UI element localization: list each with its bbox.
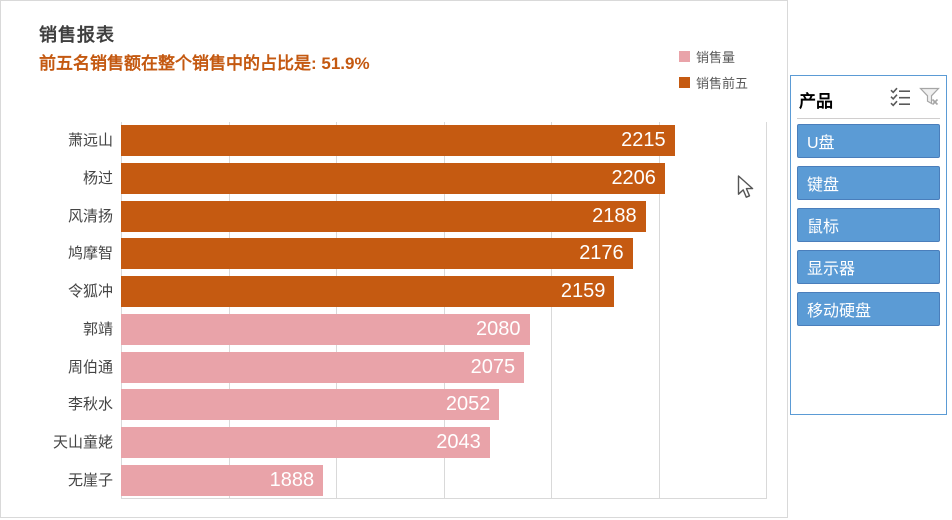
bar-销售前五: 2176: [121, 238, 633, 270]
bar-销售量: 2075: [121, 351, 525, 383]
legend-item: 销售量: [679, 43, 748, 69]
bar-销售前五: 2206: [121, 163, 665, 195]
category-label: 天山童姥: [52, 433, 113, 451]
bar-value-label: 2052: [445, 393, 491, 416]
bar-chart-plot-area: 萧远山 2215 杨过 2206 风清扬 2188 鸠摩智 2176 令狐冲 2159 郭靖 2080…: [53, 122, 767, 499]
slicer-title: 产品: [799, 91, 833, 111]
bar-value-label: 2215: [621, 129, 666, 152]
gridline: [228, 122, 230, 499]
bar-value-label: 2080: [476, 317, 521, 340]
category-label: 无崖子: [67, 471, 113, 489]
category-label: 周伯通: [67, 358, 113, 376]
legend-label: 销售前五: [696, 75, 749, 91]
category-label: 风清扬: [67, 207, 113, 225]
gridline: [443, 122, 445, 499]
slicer-item-button[interactable]: 显示器: [797, 250, 940, 284]
category-label: 令狐冲: [67, 283, 113, 301]
legend-item: 销售前五: [679, 69, 748, 95]
category-label: 杨过: [82, 170, 113, 188]
bar-销售量: 2080: [121, 313, 530, 345]
bar-销售量: 1888: [121, 464, 324, 496]
bar-value-label: 1888: [269, 468, 315, 491]
slicer-header: 产品: [799, 84, 940, 114]
bar-value-label: 2075: [470, 355, 516, 378]
gridline: [551, 122, 552, 499]
category-axis-line: [121, 498, 766, 499]
clear-filter-icon[interactable]: [919, 87, 940, 112]
bar-销售量: 2043: [121, 426, 490, 458]
category-label: 鸠摩智: [67, 245, 113, 263]
bar-value-label: 2176: [579, 242, 624, 265]
sales-report-card: 销售报表 前五名销售额在整个销售中的占比是: 51.9% 销售量销售前五 萧远山…: [0, 0, 788, 518]
bar-value-label: 2043: [436, 430, 481, 453]
chart-subtitle: 前五名销售额在整个销售中的占比是: 51.9%: [39, 54, 370, 73]
legend-swatch: [679, 76, 690, 88]
bar-value-label: 2188: [592, 204, 637, 227]
slicer-item-button[interactable]: 键盘: [797, 166, 940, 200]
bar-销售前五: 2188: [121, 200, 646, 232]
chart-legend: 销售量 销售前五: [679, 43, 748, 95]
slicer-header-divider: [797, 118, 940, 119]
bar-销售量: 2052: [121, 389, 500, 421]
bar-销售前五: 2159: [121, 276, 615, 308]
category-label: 李秋水: [67, 396, 113, 414]
slicer-item-button[interactable]: U盘: [797, 124, 940, 158]
slicer-item-button[interactable]: 鼠标: [797, 208, 940, 242]
gridline: [766, 122, 767, 499]
multi-select-icon[interactable]: [889, 87, 912, 112]
chart-title: 销售报表: [39, 25, 115, 45]
legend-swatch: [679, 50, 690, 62]
slicer-item-list: U盘键盘鼠标显示器移动硬盘: [797, 124, 940, 326]
bar-销售前五: 2215: [121, 125, 675, 157]
slicer-item-button[interactable]: 移动硬盘: [797, 292, 940, 326]
category-label: 郭靖: [82, 320, 113, 338]
bar-value-label: 2159: [560, 280, 606, 303]
gridline: [658, 122, 660, 499]
gridline: [336, 122, 337, 499]
category-label: 萧远山: [67, 132, 113, 150]
gridline: [121, 122, 122, 499]
legend-label: 销售量: [696, 49, 736, 65]
product-slicer-panel: 产品 U盘键盘鼠标显示器移动硬盘: [790, 75, 947, 415]
bar-value-label: 2206: [611, 167, 656, 190]
